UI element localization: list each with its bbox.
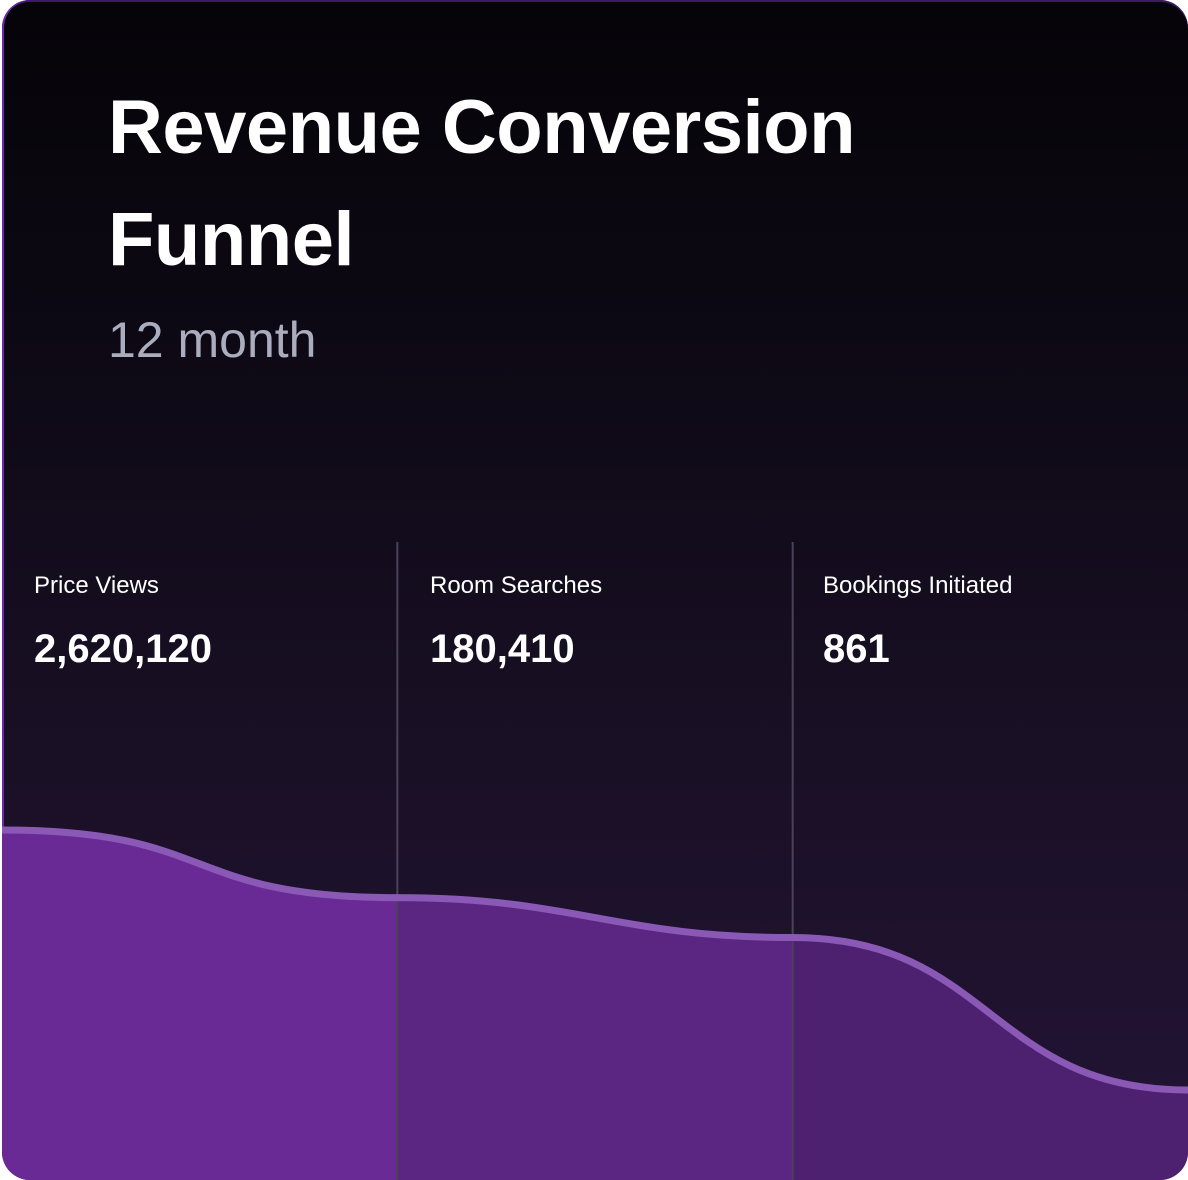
period-label: 12 month bbox=[108, 312, 317, 368]
stage-value-room-searches: 180,410 bbox=[430, 627, 575, 671]
funnel-curve-line bbox=[2, 826, 1188, 1094]
funnel-area-room-searches bbox=[397, 897, 794, 1180]
stage-label-price-views: Price Views bbox=[34, 572, 159, 599]
funnel-area-bookings-initiated bbox=[792, 937, 1188, 1180]
stage-label-room-searches: Room Searches bbox=[430, 572, 603, 599]
funnel-area-price-views bbox=[2, 830, 399, 1180]
stage-label-bookings-initiated: Bookings Initiated bbox=[823, 572, 1013, 599]
stage-value-price-views: 2,620,120 bbox=[34, 627, 212, 671]
stage-value-bookings-initiated: 861 bbox=[823, 627, 890, 671]
chart-title: Revenue Conversion Funnel bbox=[108, 85, 856, 282]
